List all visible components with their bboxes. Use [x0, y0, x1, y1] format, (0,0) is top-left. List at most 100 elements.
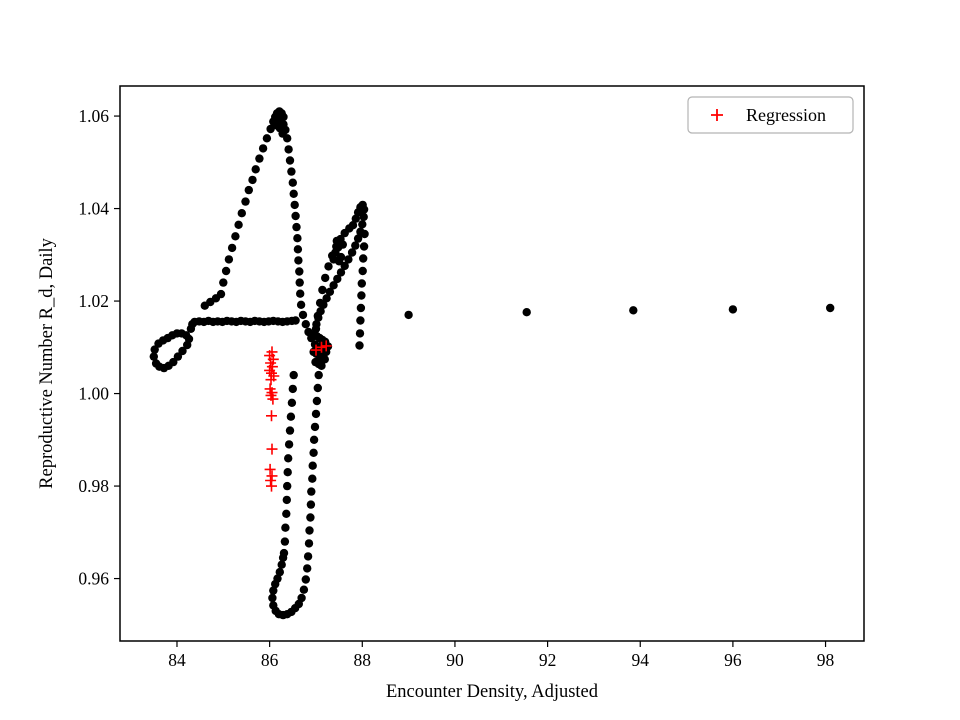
scatter-point [269, 586, 278, 595]
scatter-point [283, 468, 292, 477]
scatter-point [277, 560, 286, 569]
scatter-point [289, 189, 298, 198]
scatter-point [244, 185, 253, 195]
scatter-point [295, 267, 304, 276]
scatter-point [308, 474, 317, 483]
scatter-point [312, 396, 322, 406]
scatter-point [290, 200, 299, 210]
plot-area-border [119, 85, 865, 642]
regression-marker [266, 387, 278, 399]
scatter-point [284, 454, 293, 463]
scatter-point [224, 255, 234, 264]
legend-box [687, 96, 854, 134]
scatter-point [288, 178, 297, 187]
scatter-point [293, 234, 302, 243]
x-tick-label: 92 [539, 650, 557, 670]
scatter-point [269, 601, 278, 610]
regression-marker [320, 340, 332, 352]
scatter-point [355, 341, 364, 350]
scatter-point [258, 144, 268, 153]
scatter-point [322, 294, 331, 303]
scatter-point [251, 165, 260, 174]
regression-marker [265, 374, 277, 386]
scatter-point [234, 220, 243, 229]
x-tick-label: 94 [631, 650, 649, 670]
scatter-point [282, 509, 291, 518]
scatter-point [273, 574, 282, 583]
regression-marker [267, 393, 279, 405]
scatter-point [359, 205, 369, 214]
scatter-point [284, 440, 294, 449]
scatter-point [285, 156, 295, 165]
scatter-point [522, 308, 531, 317]
scatter-point [255, 154, 264, 163]
scatter-point [280, 537, 290, 546]
scatter-point [278, 553, 288, 562]
scatter-point [321, 273, 330, 283]
scatter-point [347, 248, 357, 257]
scatter-point [336, 268, 346, 277]
scatter-point [178, 346, 187, 356]
x-tick-label: 86 [261, 650, 279, 670]
scatter-point [338, 240, 347, 249]
scatter-point [355, 329, 365, 338]
scatter-point [294, 256, 303, 265]
scatter-point [306, 513, 315, 522]
scatter-point [344, 255, 353, 264]
scatter-point [308, 461, 317, 470]
scatter-point [298, 310, 308, 320]
scatter-point [173, 352, 183, 361]
scatter-point [348, 221, 358, 230]
legend-plus-icon [711, 109, 723, 121]
scatter-point [333, 274, 342, 284]
scatter-point [310, 422, 320, 432]
scatter-point [155, 362, 164, 371]
scatter-point [329, 281, 338, 290]
scatter-point [316, 307, 325, 316]
scatter-point [292, 222, 301, 232]
scatter-point [359, 254, 368, 263]
scatter-point [293, 245, 303, 254]
scatter-point [262, 134, 272, 143]
scatter-point [303, 552, 313, 561]
y-tick-label: 1.04 [78, 199, 109, 219]
scatter-point [351, 241, 360, 250]
scatter-point [231, 232, 240, 241]
scatter-point [314, 370, 323, 380]
regression-marker [310, 344, 322, 356]
scatter-point [404, 310, 413, 320]
scatter-point [317, 361, 326, 370]
scatter-point [360, 229, 369, 239]
regression-marker [264, 364, 276, 376]
scatter-point [284, 145, 293, 154]
legend-label: Regression [746, 105, 826, 125]
scatter-point [216, 289, 226, 299]
y-tick-label: 1.00 [78, 384, 109, 404]
scatter-point [299, 585, 309, 594]
scatter-point [301, 320, 310, 329]
scatter-point [309, 448, 318, 457]
y-tick-label: 0.98 [78, 476, 109, 496]
scatter-point [311, 409, 321, 419]
y-axis-label: Reproductive Number R_d, Daily [37, 237, 57, 488]
scatter-point [357, 279, 366, 288]
scatter-point [332, 236, 341, 246]
scatter-point [353, 234, 363, 243]
scatter-point [221, 266, 231, 276]
scatter-point [227, 243, 237, 253]
x-axis-label: Encounter Density, Adjusted [386, 682, 599, 702]
scatter-point [149, 352, 158, 361]
scatter-point [357, 291, 366, 300]
scatter-point [303, 564, 312, 573]
y-tick-label: 1.06 [78, 106, 109, 126]
x-tick-label: 88 [354, 650, 372, 670]
y-tick-label: 0.96 [78, 569, 109, 589]
scatter-point [219, 278, 228, 287]
scatter-point [313, 383, 322, 393]
scatter-point [283, 481, 292, 491]
scatter-point [325, 287, 335, 296]
scatter-point [237, 209, 246, 218]
regression-marker [265, 475, 277, 486]
